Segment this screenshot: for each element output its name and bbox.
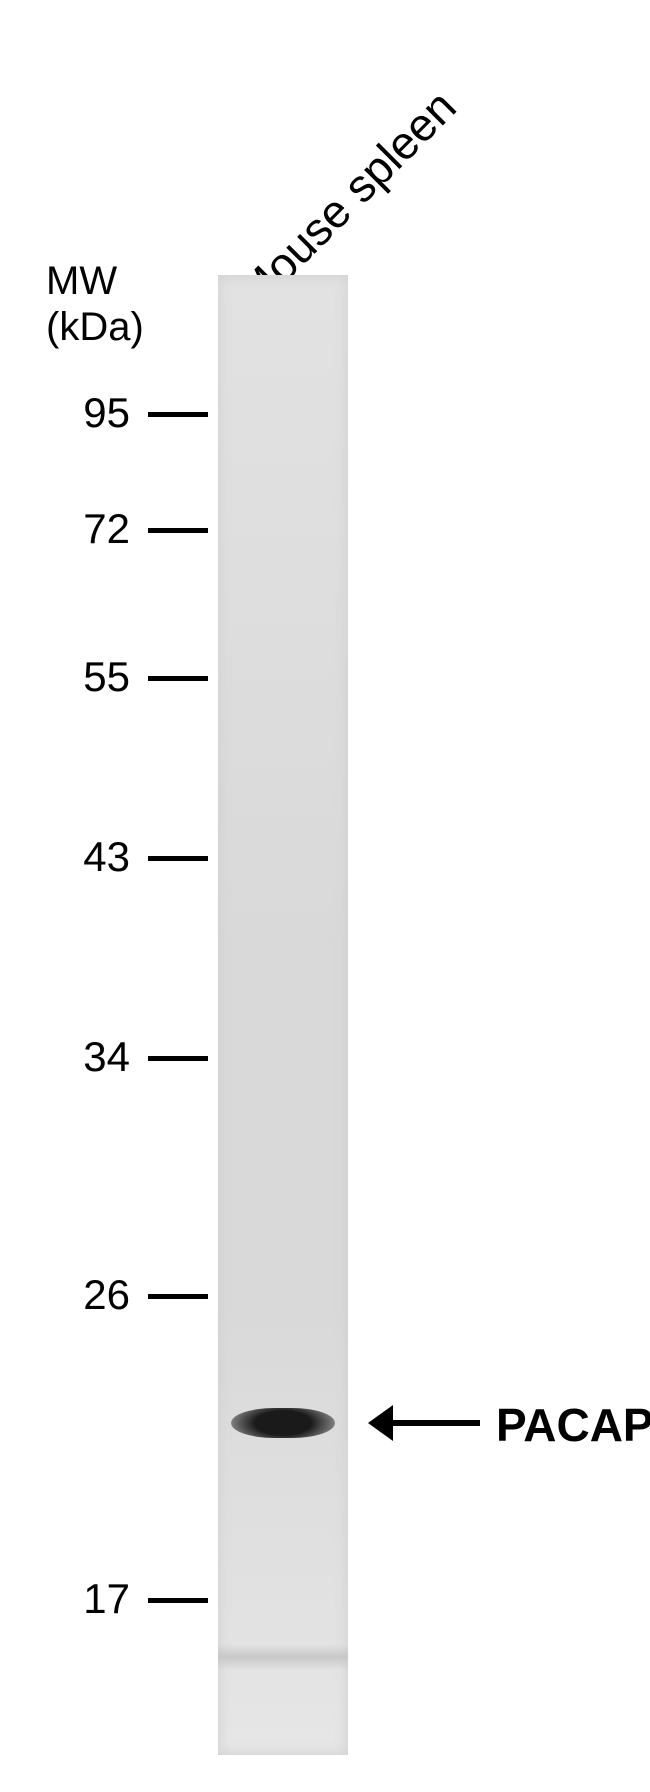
mw-marker-label: 55 — [83, 653, 130, 701]
faint-artifact-band — [218, 1644, 348, 1670]
mw-marker-tick — [148, 1294, 208, 1299]
western-blot-figure: MW (kDa) Mouse spleen 95725543342617 PAC… — [0, 0, 650, 1792]
mw-marker-label: 95 — [83, 389, 130, 437]
mw-header-line2: (kDa) — [46, 304, 144, 350]
mw-marker-label: 34 — [83, 1033, 130, 1081]
arrow-line — [392, 1420, 480, 1426]
mw-marker-label: 26 — [83, 1271, 130, 1319]
mw-header-line1: MW — [46, 258, 144, 304]
target-band — [231, 1408, 335, 1438]
target-label: PACAP — [496, 1398, 650, 1452]
mw-marker-tick — [148, 856, 208, 861]
mw-marker-label: 17 — [83, 1575, 130, 1623]
mw-marker-tick — [148, 412, 208, 417]
mw-marker-tick — [148, 528, 208, 533]
mw-marker-label: 72 — [83, 505, 130, 553]
mw-marker-tick — [148, 1598, 208, 1603]
mw-header: MW (kDa) — [46, 258, 144, 350]
lane-strip — [218, 275, 348, 1755]
arrow-head-icon — [368, 1405, 393, 1441]
mw-marker-label: 43 — [83, 833, 130, 881]
mw-marker-tick — [148, 676, 208, 681]
mw-marker-tick — [148, 1056, 208, 1061]
